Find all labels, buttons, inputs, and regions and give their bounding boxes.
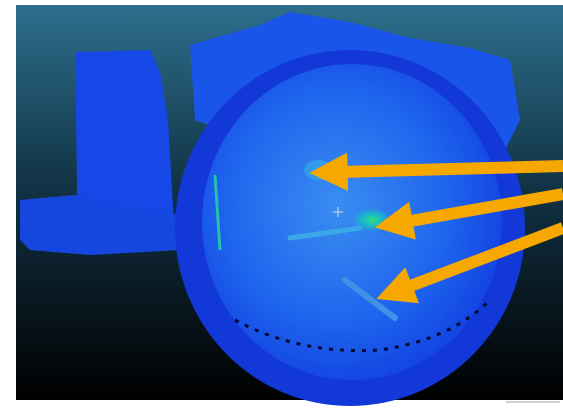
- object-top: [304, 160, 332, 180]
- wall-block: [75, 50, 175, 250]
- annotation-arrows: [309, 152, 563, 304]
- object-plank: [342, 277, 398, 321]
- floor-strip: [20, 195, 180, 255]
- point-cloud: [20, 12, 525, 406]
- arrow: [376, 222, 563, 304]
- object-bar: [287, 225, 363, 241]
- inner-disc: [202, 64, 502, 380]
- arrow: [374, 188, 563, 240]
- arrow: [309, 152, 563, 191]
- crosshair: [333, 207, 343, 217]
- side-feature: [213, 174, 222, 251]
